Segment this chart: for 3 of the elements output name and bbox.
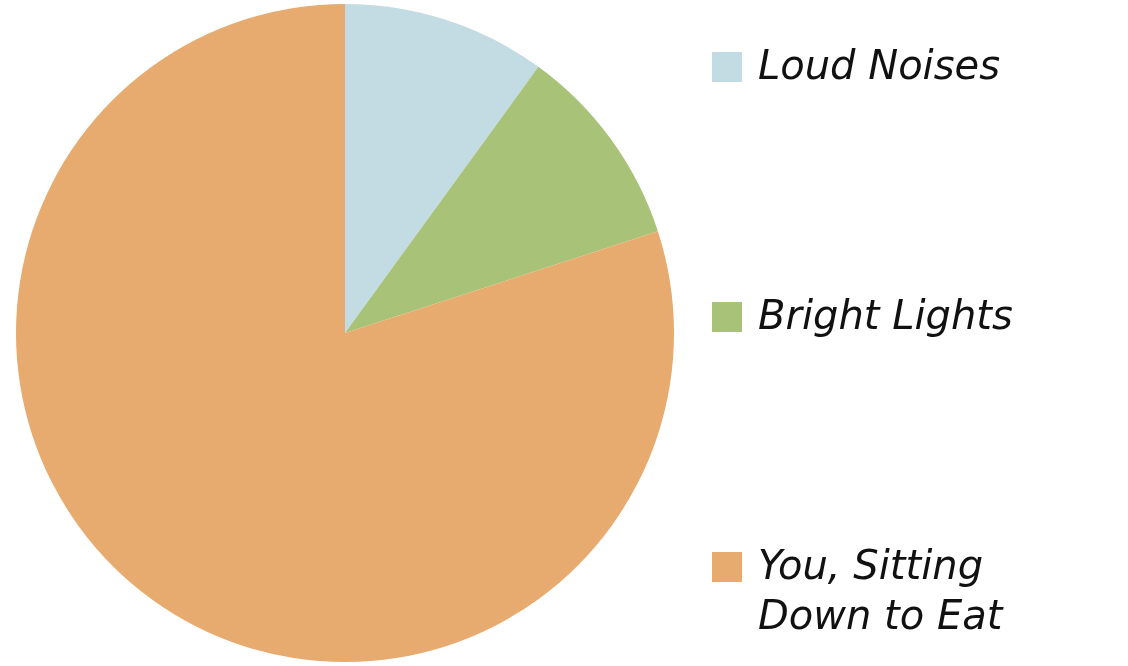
legend-label: Bright Lights xyxy=(758,291,1013,340)
legend-label: You, Sitting Down to Eat xyxy=(758,541,1005,640)
legend-label: Loud Noises xyxy=(758,41,1001,90)
